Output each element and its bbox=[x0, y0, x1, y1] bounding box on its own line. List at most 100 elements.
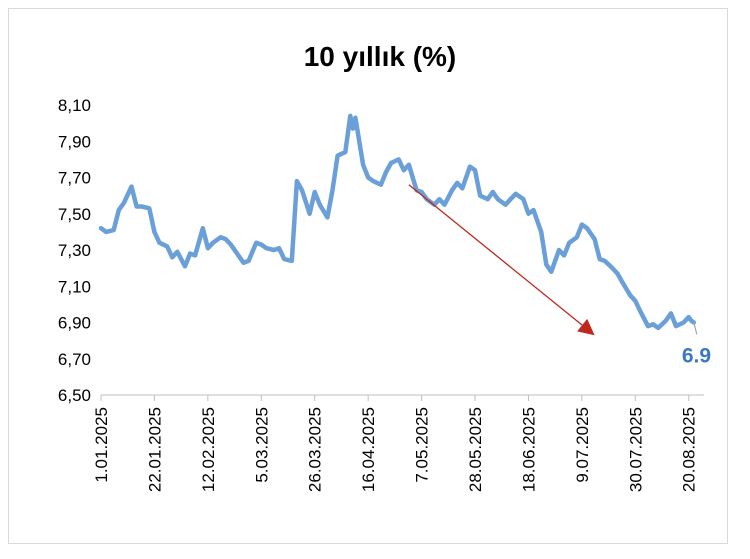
data-point bbox=[237, 254, 239, 256]
data-point bbox=[639, 311, 641, 313]
data-point bbox=[136, 206, 138, 207]
data-point bbox=[398, 158, 400, 160]
data-point bbox=[148, 207, 150, 209]
data-point bbox=[100, 227, 102, 229]
data-point bbox=[545, 264, 547, 265]
data-point bbox=[563, 254, 565, 256]
data-point bbox=[576, 236, 578, 238]
data-point bbox=[657, 327, 659, 329]
data-point bbox=[634, 300, 636, 302]
data-point bbox=[255, 242, 257, 244]
data-point bbox=[171, 256, 173, 258]
data-point bbox=[113, 229, 115, 231]
data-point bbox=[344, 151, 346, 153]
data-point bbox=[326, 216, 328, 218]
x-tick-label: 22.01.2025 bbox=[145, 407, 164, 492]
data-point bbox=[479, 195, 481, 197]
data-point bbox=[362, 164, 364, 166]
data-point bbox=[367, 177, 369, 178]
data-point bbox=[153, 231, 155, 233]
trend-arrow-head bbox=[577, 318, 595, 336]
data-point bbox=[380, 184, 382, 186]
data-point bbox=[354, 117, 356, 119]
y-tick-label: 7,70 bbox=[58, 169, 91, 188]
y-tick-label: 7,90 bbox=[58, 132, 91, 151]
x-tick-label: 20.08.2025 bbox=[680, 407, 699, 492]
data-point bbox=[194, 254, 196, 256]
data-point bbox=[451, 189, 453, 191]
data-point bbox=[456, 182, 458, 184]
x-tick-label: 18.06.2025 bbox=[519, 407, 538, 492]
data-point bbox=[207, 247, 209, 249]
data-point bbox=[243, 262, 244, 264]
data-point bbox=[202, 227, 204, 229]
chart-title: 10 yıllık (%) bbox=[304, 41, 457, 72]
data-point bbox=[444, 204, 445, 206]
data-point bbox=[230, 244, 232, 246]
data-point bbox=[408, 164, 410, 166]
data-point bbox=[278, 247, 280, 249]
data-point bbox=[291, 260, 293, 262]
data-point bbox=[390, 162, 392, 164]
y-tick-label: 7,10 bbox=[58, 277, 91, 296]
data-point bbox=[594, 238, 596, 240]
data-point bbox=[690, 320, 692, 322]
data-point bbox=[118, 209, 120, 211]
data-point bbox=[184, 265, 186, 267]
data-point bbox=[688, 316, 690, 318]
data-point bbox=[558, 249, 560, 251]
data-point bbox=[166, 245, 168, 247]
data-point bbox=[522, 198, 524, 200]
data-point bbox=[492, 191, 494, 193]
data-point bbox=[438, 198, 440, 200]
data-point bbox=[599, 258, 601, 260]
data-point bbox=[469, 166, 471, 168]
data-point bbox=[515, 193, 517, 195]
data-point bbox=[581, 224, 583, 226]
data-point bbox=[337, 155, 339, 157]
data-point bbox=[265, 247, 267, 249]
data-point bbox=[296, 180, 298, 182]
x-tick-label: 16.04.2025 bbox=[359, 407, 378, 492]
data-point bbox=[212, 242, 214, 244]
data-point bbox=[611, 267, 613, 269]
data-point bbox=[332, 189, 333, 191]
data-point bbox=[273, 249, 275, 251]
x-tick-label: 9.07.2025 bbox=[573, 407, 592, 483]
data-point bbox=[586, 227, 588, 229]
y-tick-label: 8,10 bbox=[58, 96, 91, 115]
data-point bbox=[652, 323, 654, 325]
data-point bbox=[225, 238, 227, 240]
data-point bbox=[629, 294, 631, 296]
data-point bbox=[260, 244, 262, 246]
data-point bbox=[622, 282, 624, 284]
data-point bbox=[314, 191, 316, 193]
data-point bbox=[540, 231, 542, 233]
trend-arrow-shaft bbox=[408, 184, 583, 326]
data-point bbox=[617, 273, 618, 275]
x-tick-label: 28.05.2025 bbox=[466, 407, 485, 492]
x-tick-label: 5.03.2025 bbox=[252, 407, 271, 483]
data-point bbox=[675, 325, 677, 327]
x-tick-label: 30.07.2025 bbox=[626, 407, 645, 492]
y-tick-label: 7,30 bbox=[58, 241, 91, 260]
y-tick-label: 6,90 bbox=[58, 314, 91, 333]
y-tick-label: 6,70 bbox=[58, 350, 91, 369]
series-layer bbox=[98, 113, 697, 331]
data-point bbox=[349, 115, 351, 117]
data-point bbox=[403, 169, 405, 171]
data-point bbox=[159, 242, 160, 244]
y-tick-label: 6,50 bbox=[58, 386, 91, 405]
data-point bbox=[123, 202, 125, 204]
data-point bbox=[474, 169, 476, 171]
series-line bbox=[98, 113, 697, 331]
x-tick-label: 26.03.2025 bbox=[306, 407, 325, 492]
data-point bbox=[527, 213, 529, 215]
data-point bbox=[372, 180, 374, 182]
line-chart: 10 yıllık (%) 6,50 6,70 6,90 7,10 7,30 7,50 7,… bbox=[58, 41, 711, 492]
data-point bbox=[352, 128, 354, 130]
end-value-label: 6.9 bbox=[682, 345, 711, 368]
y-axis: 6,50 6,70 6,90 7,10 7,30 7,50 7,70 7,90 8,10 bbox=[58, 96, 91, 405]
chart-frame: 10 yıllık (%) 6,50 6,70 6,90 7,10 7,30 7,50 7,… bbox=[8, 8, 728, 544]
data-point bbox=[319, 204, 321, 206]
